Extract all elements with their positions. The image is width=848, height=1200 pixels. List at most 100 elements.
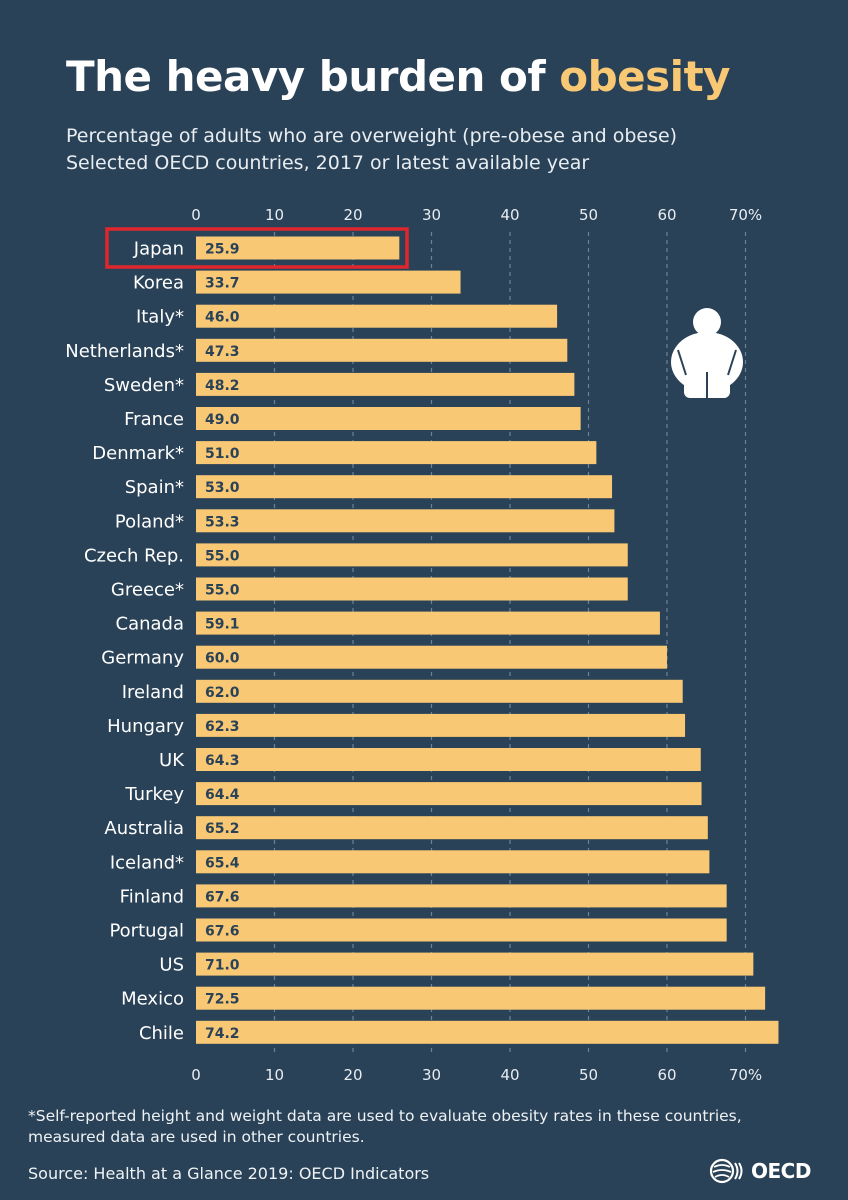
footnote-line-1: *Self-reported height and weight data ar… [28,1107,742,1125]
category-label: Poland* [115,511,184,532]
chart-title-main: The heavy burden of [66,52,560,101]
oecd-logo: OECD [709,1158,811,1184]
chart-subtitle: Percentage of adults who are overweight … [66,123,677,177]
subtitle-line-2: Selected OECD countries, 2017 or latest … [66,152,590,174]
category-label: Greece* [111,580,184,601]
category-label: UK [159,750,185,771]
x-tick-label-top: 50 [579,206,598,224]
bar-value-label: 65.2 [205,821,240,837]
footnote: *Self-reported height and weight data ar… [28,1106,742,1148]
bar-value-label: 72.5 [205,992,240,1008]
bar [196,338,568,362]
x-tick-label-bottom: 10 [265,1066,284,1084]
oecd-logo-text: OECD [751,1159,811,1183]
category-label: Netherlands* [65,341,184,362]
category-label: Finland [120,886,184,907]
x-tick-label-top: 40 [500,206,519,224]
footnote-line-2: measured data are used in other countrie… [28,1128,365,1146]
category-label: Korea [133,273,184,294]
bar [196,1020,779,1044]
bar [196,645,667,669]
category-label: Sweden* [104,375,184,396]
category-label: Canada [116,614,185,635]
x-tick-label-bottom: 0 [191,1066,201,1084]
bar-value-label: 51.0 [205,446,240,462]
bar [196,782,702,806]
bar [196,850,710,874]
category-label: Chile [139,1023,184,1044]
category-label: Czech Rep. [84,545,184,566]
x-tick-label-top: 10 [265,206,284,224]
x-tick-label-bottom: 70% [729,1066,762,1084]
bar [196,816,708,840]
bar [196,509,615,533]
x-tick-label-top: 70% [729,206,762,224]
bar-value-label: 47.3 [205,344,240,360]
bar-value-label: 60.0 [205,651,240,667]
x-tick-label-bottom: 50 [579,1066,598,1084]
category-label: Denmark* [92,443,184,464]
bar [196,918,727,942]
category-label: US [159,955,184,976]
obesity-bar-chart: 0 0 10 10 20 20 30 30 40 40 50 50 60 60 70% 70% 25.9 Japa… [65,206,779,1084]
x-tick-label-top: 30 [422,206,441,224]
bar-value-label: 53.3 [205,514,240,530]
bar-value-label: 67.6 [205,924,240,940]
highlight-box [105,227,409,269]
category-label: France [124,409,184,430]
bar [196,441,597,465]
bar-value-label: 49.0 [205,412,240,428]
bar-value-label: 55.0 [205,583,240,599]
bar [196,304,558,328]
bar [196,986,766,1010]
bar [196,270,461,294]
category-label: Portugal [109,921,184,942]
bar-value-label: 65.4 [205,855,240,871]
bar [196,952,754,976]
bar [196,713,686,737]
bar-value-label: 55.0 [205,548,240,564]
category-label: Germany [101,648,184,669]
subtitle-line-1: Percentage of adults who are overweight … [66,125,678,147]
category-label: Mexico [121,989,184,1010]
bar [196,475,613,499]
bar-value-label: 71.0 [205,958,240,974]
bar-value-label: 25.9 [205,242,240,258]
bar [196,407,581,430]
category-label: Hungary [107,716,184,737]
category-label: Ireland [122,682,184,703]
bar-value-label: 74.2 [205,1026,240,1042]
bar [196,372,575,396]
x-tick-label-bottom: 60 [657,1066,676,1084]
source-note: Source: Health at a Glance 2019: OECD In… [28,1164,430,1183]
category-label: Australia [104,818,184,839]
chart-title: The heavy burden of obesity [66,52,731,101]
category-label: Italy* [136,307,184,328]
chart-title-accent: obesity [559,52,731,101]
category-label: Spain* [125,477,184,498]
bar-value-label: 64.4 [205,787,240,803]
bar [196,543,628,567]
x-tick-label-top: 0 [191,206,201,224]
x-tick-label-top: 20 [343,206,362,224]
x-tick-label-bottom: 20 [343,1066,362,1084]
category-label: Iceland* [110,852,184,873]
bar-value-label: 67.6 [205,889,240,905]
bar [196,611,660,635]
x-tick-label-bottom: 40 [500,1066,519,1084]
bar-value-label: 59.1 [205,617,240,633]
x-tick-label-bottom: 30 [422,1066,441,1084]
x-tick-label-top: 60 [657,206,676,224]
bar-value-label: 46.0 [205,310,240,326]
bar-value-label: 33.7 [205,276,240,292]
category-label: Japan [133,239,184,260]
bar [196,577,628,601]
bar [196,884,727,908]
bar-value-label: 48.2 [205,378,240,394]
overweight-person-icon [671,308,743,398]
bar-value-label: 62.0 [205,685,240,701]
oecd-logo-icon [709,1158,743,1184]
bar [196,748,701,771]
bar [196,236,400,260]
bar [196,679,683,703]
